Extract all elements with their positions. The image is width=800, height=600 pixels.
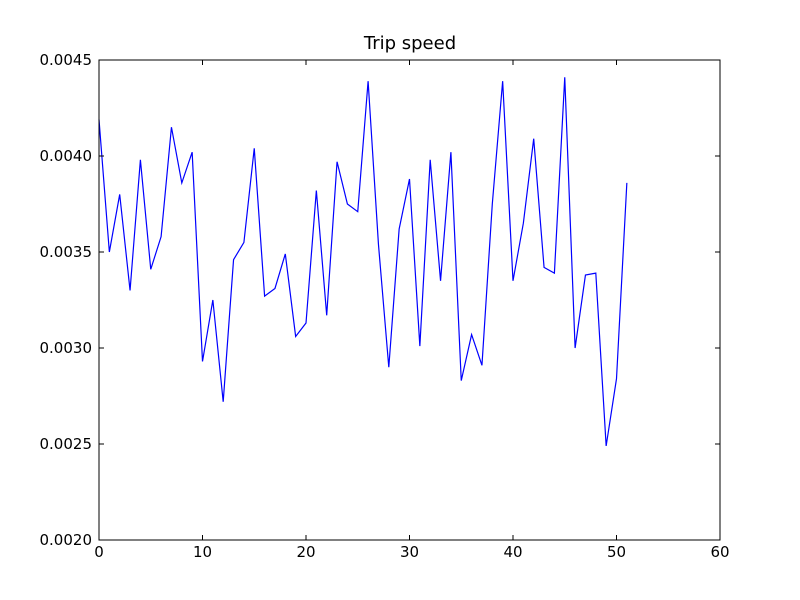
x-tick-label: 0 bbox=[94, 543, 104, 561]
plot-area bbox=[98, 77, 628, 447]
x-tick-label: 30 bbox=[400, 543, 419, 561]
y-tick-label: 0.0025 bbox=[40, 435, 93, 453]
x-tick-label: 60 bbox=[710, 543, 729, 561]
y-tick-label: 0.0030 bbox=[40, 339, 93, 357]
y-tick-label: 0.0045 bbox=[40, 51, 93, 69]
x-axis: 0 10 20 30 40 50 60 bbox=[94, 60, 730, 561]
plot-frame bbox=[98, 59, 721, 541]
y-axis: 0.0020 0.0025 0.0030 0.0035 0.0040 0.0045 bbox=[40, 51, 720, 549]
chart-title: Trip speed bbox=[363, 33, 456, 54]
y-tick-label: 0.0040 bbox=[40, 147, 93, 165]
x-tick-label: 20 bbox=[296, 543, 315, 561]
series-line-0 bbox=[98, 77, 628, 447]
y-tick-label: 0.0035 bbox=[40, 243, 93, 261]
x-tick-label: 40 bbox=[503, 543, 522, 561]
y-tick-label: 0.0020 bbox=[40, 531, 93, 549]
x-tick-label: 50 bbox=[607, 543, 626, 561]
x-tick-label: 10 bbox=[193, 543, 212, 561]
